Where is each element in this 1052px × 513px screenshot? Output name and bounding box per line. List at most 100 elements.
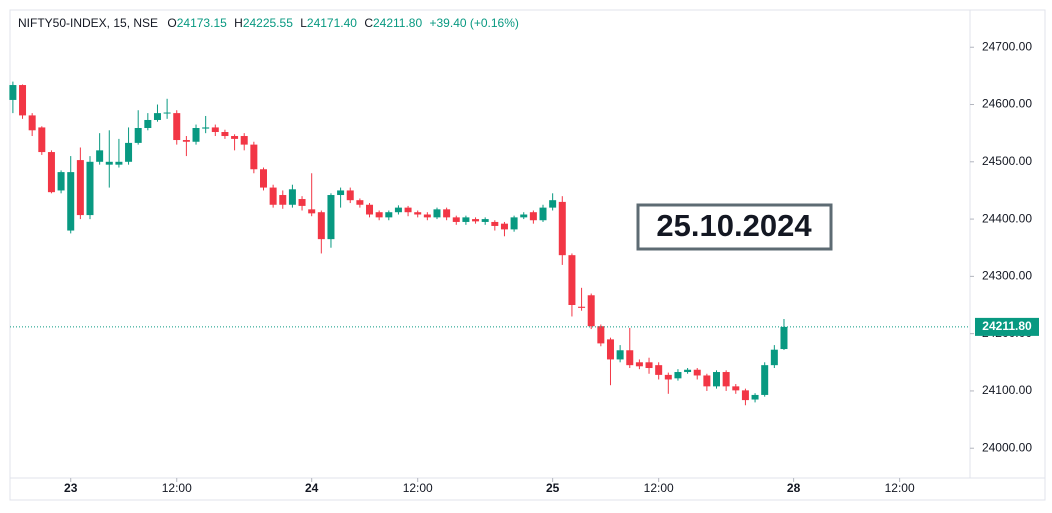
legend-header: NIFTY50-INDEX, 15, NSE O24173.15 H24225.…: [18, 16, 519, 30]
candle-body: [375, 212, 383, 218]
candle-body: [308, 209, 316, 214]
annotation: 25.10.2024: [656, 208, 812, 243]
candle-body: [635, 362, 643, 367]
x-tick-label: 12:00: [403, 481, 433, 495]
candle-body: [549, 200, 557, 208]
candle-body: [539, 207, 547, 221]
candle-body: [520, 214, 528, 218]
candle-body: [76, 160, 84, 216]
candle-body: [240, 136, 248, 145]
candle-body: [231, 136, 239, 139]
candle-body: [703, 375, 711, 387]
candle-body: [394, 207, 402, 213]
candle-body: [385, 212, 393, 218]
candle-body: [144, 119, 152, 129]
candle-body: [684, 369, 692, 373]
candle-body: [462, 217, 470, 222]
candle-body: [452, 217, 460, 222]
candle-body: [751, 394, 759, 400]
y-tick-label: 24500.00: [982, 154, 1032, 168]
candle-body: [414, 212, 422, 215]
candle-body: [481, 219, 489, 222]
candle-body: [558, 201, 566, 256]
candle-body: [472, 219, 480, 222]
last-price-tag: [975, 317, 1039, 336]
candle-body: [529, 212, 537, 221]
candle-body: [221, 132, 229, 137]
plot: [9, 81, 970, 406]
candle-body: [115, 161, 123, 165]
candle-body: [713, 372, 721, 387]
candle-body: [404, 207, 412, 213]
candle-body: [134, 128, 142, 143]
y-tick-label: 24700.00: [982, 39, 1032, 53]
candle-body: [346, 190, 354, 201]
candle-body: [173, 113, 181, 141]
candle-body: [105, 161, 113, 165]
candle-body: [67, 172, 75, 231]
low-value: 24171.40: [307, 16, 357, 30]
candle-body: [443, 209, 451, 218]
candle-body: [433, 209, 441, 218]
x-tick-label: 28: [787, 481, 801, 495]
candle-body: [606, 339, 614, 360]
candle-body: [250, 144, 258, 170]
candle-body: [780, 326, 788, 350]
candle-body: [645, 362, 653, 369]
candle-body: [761, 365, 769, 395]
candle-body: [279, 195, 287, 205]
candle-body: [38, 127, 46, 153]
close-value: 24211.80: [373, 16, 422, 30]
candle-body: [500, 223, 508, 230]
candle-body: [510, 217, 518, 230]
candle-body: [366, 204, 374, 215]
candle-body: [356, 200, 364, 205]
candle-body: [9, 85, 17, 100]
candle-body: [722, 372, 730, 387]
candle-body: [337, 190, 345, 196]
candle-body: [96, 150, 104, 162]
x-tick-label: 25: [546, 481, 560, 495]
candle-body: [28, 115, 36, 131]
candle-body: [288, 189, 296, 205]
candle-body: [568, 255, 576, 306]
candle-body: [163, 112, 171, 114]
candle-body: [770, 349, 778, 366]
y-tick-label: 24100.00: [982, 383, 1032, 397]
candle-body: [491, 221, 499, 226]
frame: [9, 9, 1046, 501]
symbol: NIFTY50-INDEX, 15, NSE: [18, 16, 158, 30]
candle-body: [211, 127, 219, 133]
candle-body: [626, 350, 634, 366]
candle-body: [202, 127, 210, 129]
candle-body: [269, 187, 277, 205]
candle-body: [693, 369, 701, 376]
x-tick-label: 24: [305, 481, 319, 495]
candle-body: [664, 374, 672, 380]
candle-body: [327, 195, 335, 240]
x-tick-label: 23: [64, 481, 78, 495]
candle-body: [125, 142, 133, 162]
candle-body: [182, 140, 190, 142]
open-value: 24173.15: [177, 16, 227, 30]
candle-body: [153, 113, 161, 120]
change: +39.40 (+0.16%): [430, 16, 519, 30]
y-tick-label: 24400.00: [982, 211, 1032, 225]
last-price-label: 24211.80: [982, 319, 1032, 333]
candle-body: [587, 295, 595, 327]
candle-body: [674, 372, 682, 379]
candle-body: [578, 306, 586, 308]
y-tick-label: 24000.00: [982, 440, 1032, 454]
candle-body: [86, 161, 94, 216]
candle-body: [298, 199, 306, 206]
candle-body: [259, 169, 267, 188]
candle-body: [19, 85, 27, 116]
x-tick-label: 12:00: [162, 481, 192, 495]
close-key: C: [364, 16, 373, 30]
y-tick-label: 24300.00: [982, 269, 1032, 283]
candle-body: [423, 214, 431, 218]
candle-body: [741, 390, 749, 401]
x-tick-label: 12:00: [644, 481, 674, 495]
candle-body: [597, 326, 605, 344]
